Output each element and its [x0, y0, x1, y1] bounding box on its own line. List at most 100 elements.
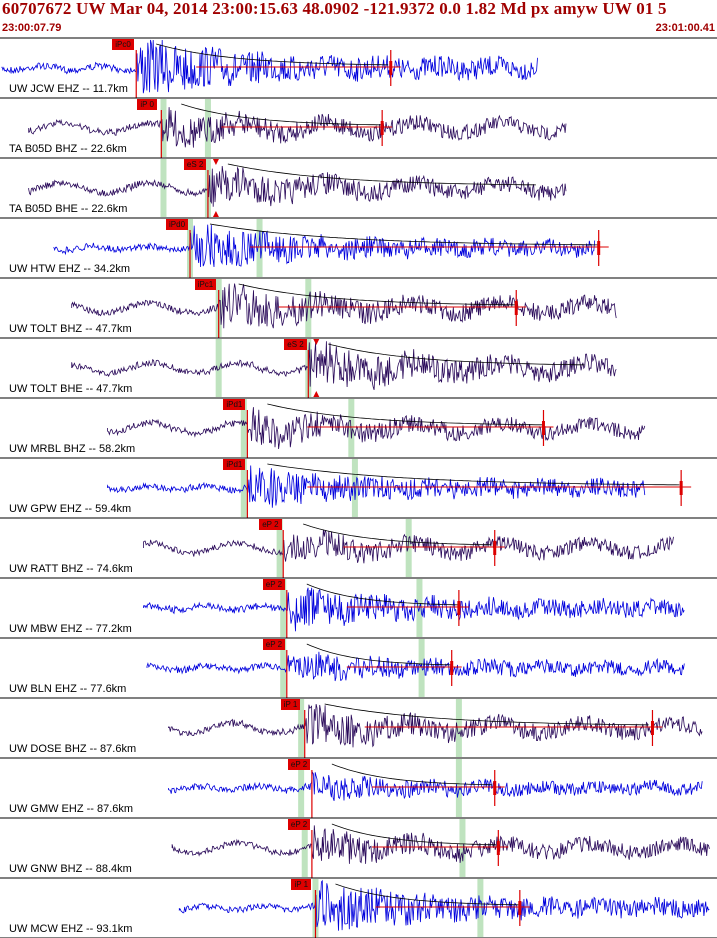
trace-row[interactable]	[0, 279, 717, 339]
phase-pick-label[interactable]: iPd1	[223, 399, 246, 410]
coda-end-marker	[514, 301, 518, 315]
trace-row[interactable]	[0, 399, 717, 459]
station-channel-label: UW TOLT BHE -- 47.7km	[9, 383, 133, 395]
trace-row[interactable]	[0, 159, 717, 219]
coda-curve	[227, 163, 536, 186]
station-channel-label: UW GMW EHZ -- 87.6km	[9, 803, 134, 815]
waveform	[1, 39, 538, 94]
coda-end-marker	[496, 841, 500, 855]
station-channel-label: UW JCW EHZ -- 11.7km	[9, 83, 128, 95]
theoretical-arrival-band	[280, 639, 287, 697]
theoretical-arrival-band	[276, 519, 283, 577]
coda-end-marker	[457, 601, 461, 615]
coda-end-marker	[389, 61, 393, 75]
trace-row[interactable]	[0, 39, 717, 99]
coda-end-marker	[380, 121, 384, 135]
waveform	[71, 341, 617, 391]
theoretical-arrival-band	[240, 399, 247, 457]
phase-pick-label[interactable]: eP 2	[287, 759, 311, 770]
station-channel-label: UW MRBL BHZ -- 58.2km	[9, 443, 136, 455]
phase-pick-label[interactable]: eS 2	[284, 339, 307, 350]
coda-curve	[306, 643, 451, 666]
coda-end-marker	[518, 901, 522, 915]
trace-row[interactable]	[0, 99, 717, 159]
coda-end-marker	[541, 421, 545, 435]
theoretical-arrival-band	[459, 819, 466, 877]
phase-pick-label[interactable]: iP 1	[280, 699, 301, 710]
phase-pick-label[interactable]: iPd0	[166, 219, 189, 230]
station-channel-label: UW MCW EHZ -- 93.1km	[9, 923, 133, 935]
phase-pick-label[interactable]: iPc0	[112, 39, 134, 50]
theoretical-arrival-band	[455, 699, 462, 757]
trace-row[interactable]	[0, 519, 717, 579]
phase-pick-label[interactable]: eP 2	[262, 579, 286, 590]
waveform	[53, 224, 596, 268]
station-channel-label: UW MBW EHZ -- 77.2km	[9, 623, 132, 635]
theoretical-arrival-band	[298, 759, 305, 817]
coda-curve	[181, 103, 382, 126]
coda-curve	[331, 763, 492, 786]
waveform	[178, 879, 710, 931]
trace-row[interactable]	[0, 699, 717, 759]
coda-end-marker	[450, 661, 454, 675]
phase-pick-label[interactable]: eP 2	[259, 519, 282, 530]
coda-end-marker	[597, 241, 601, 255]
theoretical-arrival-band	[204, 99, 211, 157]
theoretical-arrival-band	[160, 159, 167, 217]
phase-pick-label[interactable]: iPd1	[223, 459, 246, 470]
arrival-marker-top	[212, 159, 219, 165]
phase-pick-label[interactable]: eS 2	[183, 159, 207, 170]
coda-end-marker	[650, 721, 654, 735]
trace-row[interactable]	[0, 339, 717, 399]
waveform	[143, 587, 685, 632]
waveform	[146, 651, 685, 682]
theoretical-arrival-band	[348, 399, 355, 457]
phase-pick-label[interactable]: eP 2	[287, 819, 311, 830]
trace-row[interactable]	[0, 579, 717, 639]
coda-end-marker	[493, 541, 497, 555]
coda-curve	[331, 823, 496, 846]
theoretical-arrival-band	[351, 459, 358, 517]
window-end-time: 23:01:00.41	[655, 22, 715, 34]
event-header: 60707672 UW Mar 04, 2014 23:00:15.63 48.…	[2, 0, 667, 18]
theoretical-arrival-band	[418, 639, 425, 697]
theoretical-arrival-band	[405, 519, 412, 577]
phase-pick-label[interactable]: iP 0	[137, 99, 157, 110]
waveform	[28, 165, 567, 207]
coda-end-marker	[679, 481, 683, 495]
station-channel-label: UW BLN EHZ -- 77.6km	[9, 683, 127, 695]
coda-curve	[328, 343, 585, 366]
coda-curve	[267, 403, 544, 426]
arrival-marker-bottom	[313, 391, 320, 397]
trace-row[interactable]	[0, 219, 717, 279]
station-channel-label: TA B05D BHE -- 22.6km	[9, 203, 128, 215]
coda-curve	[306, 583, 459, 606]
theoretical-arrival-band	[256, 219, 263, 277]
coda-curve	[335, 883, 520, 906]
trace-row[interactable]	[0, 639, 717, 699]
trace-row[interactable]	[0, 759, 717, 819]
phase-pick-label[interactable]: iP 1	[291, 879, 312, 890]
station-channel-label: UW RATT BHZ -- 74.6km	[9, 563, 133, 575]
waveform	[168, 704, 703, 748]
station-channel-label: TA B05D BHZ -- 22.6km	[9, 143, 127, 155]
station-channel-label: UW TOLT BHZ -- 47.7km	[9, 323, 132, 335]
waveform	[143, 529, 674, 564]
arrival-marker-bottom	[212, 211, 219, 217]
trace-row[interactable]	[0, 459, 717, 519]
waveform	[107, 407, 646, 450]
coda-curve	[156, 43, 389, 66]
station-channel-label: UW HTW EHZ -- 34.2km	[9, 263, 130, 275]
window-start-time: 23:00:07.79	[2, 22, 62, 34]
phase-pick-label[interactable]: eP 2	[262, 639, 286, 650]
coda-curve	[267, 463, 680, 486]
trace-row[interactable]	[0, 879, 717, 938]
coda-curve	[209, 223, 598, 246]
arrival-marker-top	[313, 339, 320, 345]
theoretical-arrival-band	[215, 339, 222, 397]
station-channel-label: UW GPW EHZ -- 59.4km	[9, 503, 132, 515]
phase-pick-label[interactable]: iPc1	[194, 279, 217, 290]
trace-row[interactable]	[0, 819, 717, 879]
theoretical-arrival-band	[305, 279, 312, 337]
theoretical-arrival-band	[477, 879, 484, 937]
